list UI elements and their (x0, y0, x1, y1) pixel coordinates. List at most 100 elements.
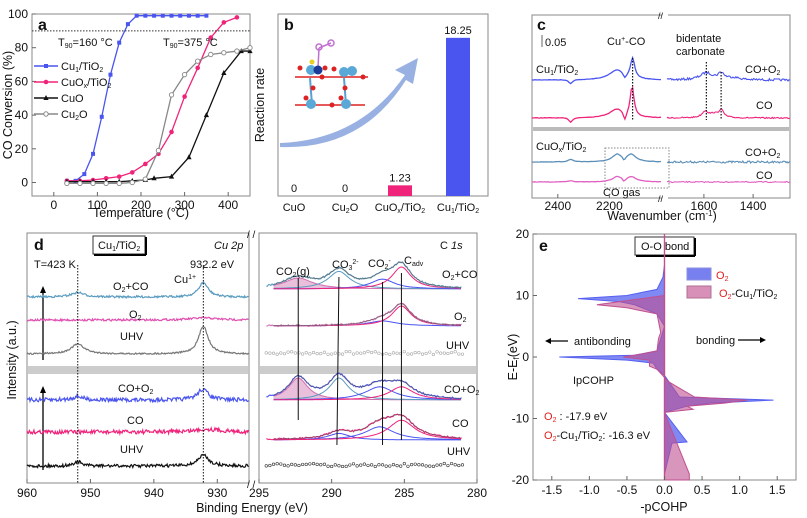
axis-break-mark: // (658, 11, 664, 21)
data-point (103, 180, 109, 187)
panel-divider (533, 127, 789, 131)
uhv-data-point (435, 350, 439, 354)
uhv-data-point (428, 350, 432, 354)
trace-label: CO+O2 (118, 383, 153, 396)
ir-spectrum-right (666, 107, 791, 120)
y-tick-label: -20 (512, 473, 530, 487)
uhv-data-point (330, 352, 334, 356)
uhv-data-point (311, 350, 316, 355)
panel-b-label: b (284, 17, 294, 34)
panel-e-label: e (539, 238, 548, 255)
legend-label: Cu1/TiO2 (61, 61, 103, 74)
data-point (64, 180, 70, 187)
trace-label: UHV (446, 340, 470, 352)
data-point (195, 65, 200, 71)
uhv-data-point (406, 352, 410, 356)
trace-label: CO (452, 418, 469, 430)
panel-e: e O-O bond -1.5 -1.0 -0.5 0.0 0.5 1.0 1.520100… (506, 227, 797, 514)
data-point (203, 112, 209, 118)
ir-spectrum-right (666, 70, 791, 82)
data-point (152, 13, 157, 18)
panel-d: / / / / d Cu1/TiO2 Cu 2p C 1s T=423 K 93… (5, 230, 487, 515)
uhv-data-point (304, 462, 308, 467)
carbonate-annotation-1: bidentate (676, 33, 721, 45)
co-gas-box (604, 147, 670, 189)
panel-d-xlabel: Binding Energy (eV) (196, 501, 308, 515)
data-point (186, 13, 191, 18)
fit-component (273, 266, 461, 290)
data-point (82, 172, 87, 177)
data-point (116, 174, 122, 179)
data-point (143, 13, 148, 18)
uhv-data-point (340, 464, 345, 469)
data-point (142, 176, 149, 182)
x-tick-label: 930 (207, 486, 227, 500)
trace-label: UHV (120, 331, 144, 343)
x-tick-label: 100 (87, 198, 107, 212)
y-tick-label: 0 (21, 176, 28, 190)
uhv-data-point (442, 351, 446, 355)
uhv-data-point (457, 352, 461, 356)
uhv-data-point (370, 463, 374, 467)
uhv-data-point (297, 351, 301, 355)
uhv-data-point (460, 463, 465, 467)
bar-value-label: 0 (291, 183, 297, 195)
fit-component (273, 386, 462, 401)
y-tick-label: 40 (15, 108, 29, 122)
axis-break-mark: // (658, 194, 664, 204)
xps-cu2p-trace (26, 326, 249, 356)
data-point (117, 40, 122, 45)
category-label: Cu2O (332, 202, 359, 215)
data-point (234, 48, 240, 54)
data-point (90, 180, 96, 187)
uhv-data-point (344, 464, 348, 468)
panel-b-ylabel: Reaction rate (253, 68, 267, 142)
trace-label: O2 (454, 311, 467, 324)
cohp-area-1 (596, 294, 748, 481)
data-point (247, 48, 253, 54)
data-point (125, 22, 130, 27)
x-tick-label: -0.5 (617, 483, 638, 497)
bar-value-label: 18.25 (444, 25, 472, 37)
scale-bar-label: 0.05 (545, 37, 566, 49)
cu1plus-annotation: Cu1+ (174, 274, 196, 286)
cu-co-annotation: Cu+-CO (607, 36, 646, 48)
data-point (99, 114, 104, 119)
legend-swatch-o2 (686, 267, 712, 281)
ipcohp-o2-cu1: O2-Cu1/TiO2: -16.3 eV (544, 430, 651, 443)
panel-b: b Reaction rate (253, 13, 489, 215)
x-tick-label: 300 (175, 198, 195, 212)
binding-energy-annotation: 932.2 eV (190, 259, 235, 271)
data-point (155, 147, 162, 154)
uhv-data-point (264, 351, 268, 355)
data-point (91, 151, 96, 156)
x-tick-label: 1400 (740, 199, 767, 213)
peak-label-co2-minus: CO2- (368, 258, 391, 271)
x-tick-label: -1.5 (541, 483, 562, 497)
fit-envelope (273, 303, 461, 327)
data-point (195, 58, 201, 64)
x-tick-label: 200 (131, 198, 151, 212)
uhv-data-point (384, 464, 388, 468)
trace-label: CO (127, 415, 144, 427)
uhv-data-point (410, 352, 414, 356)
data-point (181, 72, 188, 78)
ir-spectrum-right (666, 180, 791, 184)
axis-break-mark: / / (247, 230, 256, 241)
t90-annotation-cu1: T90=160 °C (58, 37, 113, 50)
legend-label-o2: O2 (716, 270, 729, 283)
uhv-data-point (399, 351, 403, 356)
uhv-data-point (362, 462, 366, 466)
data-point (195, 13, 200, 18)
bar-value-label: 0 (342, 183, 348, 195)
series-line-2 (66, 50, 250, 183)
uhv-data-point (275, 462, 279, 466)
x-tick-label: 940 (144, 486, 164, 500)
uhv-data-point (370, 350, 374, 355)
axis-break-mark: / / (247, 480, 256, 491)
category-label: CuO (283, 202, 306, 214)
arrow-left-icon (545, 338, 551, 344)
fit-area (273, 378, 463, 400)
xps-cu2p-trace (26, 281, 249, 300)
xps-c1s-data (266, 302, 462, 328)
